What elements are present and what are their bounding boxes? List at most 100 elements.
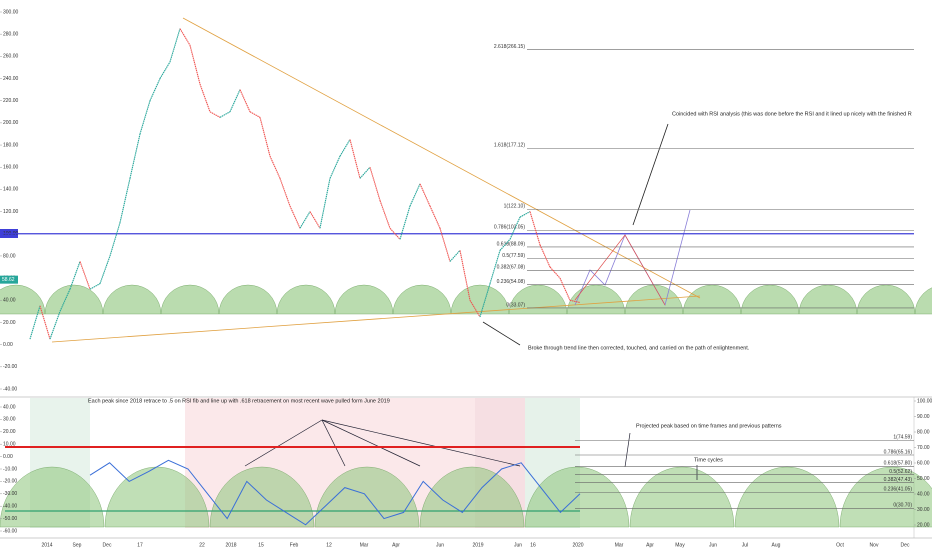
y-tick-label: 220.00: [3, 98, 19, 104]
price-tag-label: 58.62: [2, 277, 15, 283]
y-tick-label: 160.00: [3, 165, 19, 171]
price-segment: [369, 167, 381, 201]
cycle-arc: [0, 466, 105, 528]
fib-label: 0(33.07): [506, 302, 525, 308]
price-segment: [359, 166, 371, 179]
price-segment: [259, 117, 271, 157]
price-segment: [499, 238, 511, 251]
cycle-arc: [218, 284, 278, 315]
y-tick-label: 300.00: [3, 9, 19, 15]
price-segment: [89, 283, 101, 290]
cycle-arc: [334, 284, 394, 315]
price-segment: [139, 100, 151, 135]
annotation: Broke through trend line then corrected,…: [528, 345, 750, 351]
rsi-line: [89, 459, 581, 526]
y2-tick-label: 30.00: [917, 507, 930, 513]
cycle-arc: [209, 466, 315, 528]
cycle-arc: [102, 284, 162, 315]
price-segment: [319, 178, 331, 229]
price-segment: [389, 227, 401, 240]
price-segment: [399, 205, 411, 240]
x-tick-label: Feb: [290, 542, 299, 548]
price-segment: [429, 205, 441, 229]
x-tick-label: Dec: [103, 542, 112, 548]
price-segment: [549, 266, 561, 279]
price-segment: [439, 228, 451, 262]
price-segment: [379, 200, 391, 229]
x-tick-label: Dec: [901, 542, 910, 548]
price-segment: [519, 211, 531, 218]
x-tick-label: Apr: [392, 542, 400, 548]
annotation: Time cycles: [694, 457, 723, 463]
x-tick-label: Mar: [360, 542, 369, 548]
price-tag: [0, 275, 18, 284]
price-segment: [59, 288, 71, 312]
price-segment: [419, 183, 431, 207]
y-tick-label: -30.00: [3, 491, 17, 497]
cycle-arc: [740, 284, 800, 315]
annotation: Coincided with RSI analysis (this was do…: [672, 111, 912, 117]
x-tick-label: 2019: [472, 542, 483, 548]
price-segment: [479, 283, 491, 318]
cycle-arc: [276, 284, 336, 315]
cycle-arc: [419, 466, 525, 528]
price-segment: [209, 111, 221, 118]
x-tick-label: Nov: [870, 542, 879, 548]
price-segment: [229, 89, 241, 113]
y-tick-label: 30.00: [3, 417, 16, 423]
x-tick-label: May: [675, 542, 685, 548]
cycle-arc: [734, 466, 840, 528]
y-tick-label: 0.00: [3, 454, 13, 460]
cycle-arc: [566, 284, 626, 315]
price-segment: [189, 45, 201, 85]
price-segment: [449, 250, 461, 262]
price-segment: [269, 155, 281, 179]
price-segment: [149, 78, 161, 101]
price-segment: [409, 183, 421, 207]
fib-label: 1(74.59): [893, 435, 912, 441]
price-segment: [459, 250, 471, 301]
price-segment: [329, 155, 341, 179]
x-tick-label: Mar: [615, 542, 624, 548]
y-tick-label: 20.00: [3, 429, 16, 435]
y-tick-label: 40.00: [3, 298, 16, 304]
price-segment: [119, 178, 131, 223]
y-tick-label: 260.00: [3, 54, 19, 60]
fib-label: 0.5(77.59): [502, 253, 525, 259]
y2-tick-label: 20.00: [917, 522, 930, 528]
annotation: Each peak since 2018 retrace to .5 on RS…: [88, 398, 390, 404]
price-segment: [69, 261, 81, 290]
y2-tick-label: 40.00: [917, 491, 930, 497]
y-tick-label: 80.00: [3, 253, 16, 259]
price-segment: [29, 305, 41, 340]
price-segment: [159, 61, 171, 79]
price-segment: [39, 305, 51, 340]
cycle-arc: [682, 284, 742, 315]
price-segment: [109, 222, 121, 257]
annotation: Projected peak based on time frames and …: [636, 423, 782, 429]
fib-label: 0.786(65.16): [884, 449, 913, 455]
cycle-arc: [450, 284, 510, 315]
price-segment: [349, 139, 361, 179]
y-tick-label: 240.00: [3, 76, 19, 82]
y-tick-label: -10.00: [3, 466, 17, 472]
x-tick-label: Jun: [436, 542, 444, 548]
fib-label: 1.618(177.12): [494, 143, 525, 149]
price-segment: [289, 205, 301, 229]
price-segment: [529, 211, 541, 246]
x-tick-label: 2018: [225, 542, 236, 548]
cycle-arc: [160, 284, 220, 315]
cycle-arc: [44, 284, 104, 315]
price-segment: [249, 111, 261, 118]
y-tick-label: -20.00: [3, 479, 17, 485]
price-segment: [569, 299, 581, 304]
cycle-arc: [839, 466, 932, 528]
x-tick-label: 17: [137, 542, 143, 548]
fib-label: 0.618(57.80): [884, 461, 913, 467]
price-segment: [169, 28, 181, 63]
x-tick-label: Jun: [514, 542, 522, 548]
x-tick-label: Aug: [772, 542, 781, 548]
